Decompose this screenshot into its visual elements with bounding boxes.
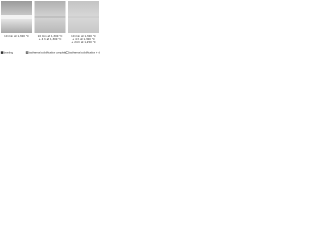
legend-swatch <box>25 51 29 54</box>
panel-caption: + 4 h at 1,300 °C <box>39 37 62 41</box>
legend-swatch <box>65 51 69 54</box>
panel-caption: 10 min at 1,300 °C <box>71 34 96 38</box>
panel-caption: + 4 h at 1,300 °C <box>72 37 95 41</box>
figure: 10 min at 1,300 °C 10 min at 1,300 °C+ 4 … <box>0 1 100 54</box>
legend-label: isothermal solidification + diffusion <box>69 51 100 54</box>
legend-label: isothermal solidification completed <box>29 51 68 54</box>
bond-layer <box>1 15 32 19</box>
panel-caption: + 24 h at 1,250 °C <box>71 40 96 44</box>
page: 10 min at 1,300 °C 10 min at 1,300 °C + 4 … <box>0 0 320 60</box>
panel-caption: 10 min at 1,300 °C <box>38 34 63 38</box>
legend-swatch <box>0 51 4 54</box>
legend-label: bonding <box>4 51 13 54</box>
panel-caption: 10 min at 1,300 °C <box>4 34 29 38</box>
